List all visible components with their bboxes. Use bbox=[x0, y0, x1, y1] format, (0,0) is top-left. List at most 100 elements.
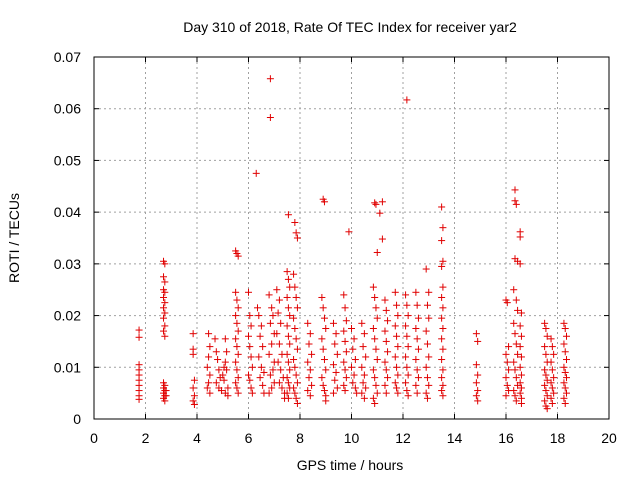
y-tick-label: 0.01 bbox=[54, 359, 81, 375]
data-point bbox=[255, 312, 263, 320]
data-point bbox=[286, 312, 294, 320]
data-point bbox=[206, 371, 214, 379]
data-point bbox=[291, 283, 299, 291]
data-point bbox=[257, 363, 265, 371]
data-point bbox=[322, 397, 330, 405]
data-point bbox=[502, 350, 510, 358]
y-axis-title: ROTI / TECUs bbox=[6, 193, 22, 283]
data-point bbox=[292, 335, 300, 343]
data-point bbox=[438, 387, 446, 395]
data-point bbox=[284, 304, 292, 312]
data-point bbox=[439, 381, 447, 389]
data-point bbox=[512, 296, 520, 304]
data-point bbox=[268, 304, 276, 312]
data-point bbox=[423, 340, 431, 348]
data-point bbox=[203, 384, 211, 392]
data-point bbox=[393, 363, 401, 371]
data-point bbox=[277, 366, 285, 374]
data-point bbox=[160, 273, 168, 281]
data-point bbox=[274, 309, 282, 317]
data-point bbox=[376, 209, 384, 217]
data-point bbox=[402, 379, 410, 387]
data-point bbox=[516, 363, 524, 371]
data-point bbox=[320, 356, 328, 364]
data-point bbox=[369, 325, 377, 332]
data-point bbox=[547, 379, 555, 387]
data-point bbox=[205, 379, 213, 387]
data-point bbox=[512, 200, 520, 208]
x-tick-label: 0 bbox=[90, 430, 98, 446]
data-point bbox=[351, 356, 359, 364]
data-point bbox=[290, 356, 298, 364]
data-point bbox=[391, 379, 399, 387]
data-point bbox=[341, 337, 349, 345]
data-point bbox=[502, 392, 510, 400]
data-point bbox=[563, 356, 571, 364]
data-point bbox=[360, 394, 368, 402]
data-point bbox=[291, 325, 299, 332]
plot-area-border bbox=[93, 56, 610, 420]
data-point bbox=[517, 332, 525, 340]
data-point bbox=[342, 374, 350, 382]
data-point bbox=[517, 353, 525, 361]
data-point bbox=[304, 319, 312, 327]
data-point bbox=[350, 335, 358, 343]
y-tick-label: 0.05 bbox=[54, 152, 81, 168]
data-point bbox=[550, 389, 558, 397]
data-point bbox=[510, 286, 518, 294]
data-point bbox=[438, 203, 446, 211]
data-point bbox=[438, 335, 446, 343]
data-point bbox=[232, 288, 240, 296]
data-point bbox=[412, 325, 420, 332]
data-point bbox=[345, 228, 353, 236]
data-point bbox=[322, 325, 330, 332]
data-point bbox=[245, 288, 252, 296]
data-point bbox=[275, 296, 283, 304]
data-point bbox=[160, 304, 168, 312]
data-point bbox=[510, 387, 518, 395]
data-point bbox=[550, 350, 558, 358]
data-point bbox=[348, 363, 355, 371]
y-tick-label: 0 bbox=[73, 411, 81, 427]
data-point bbox=[190, 401, 198, 409]
data-point bbox=[308, 381, 316, 389]
data-point bbox=[214, 356, 222, 364]
data-point bbox=[505, 366, 513, 374]
data-points bbox=[135, 75, 571, 413]
x-tick-label: 2 bbox=[142, 430, 150, 446]
data-point bbox=[438, 374, 446, 382]
data-point bbox=[320, 314, 328, 322]
data-point bbox=[274, 358, 282, 366]
data-point bbox=[542, 325, 550, 332]
data-point bbox=[233, 343, 241, 351]
data-point bbox=[360, 330, 368, 338]
data-point bbox=[560, 363, 568, 371]
data-point bbox=[439, 304, 447, 312]
data-point bbox=[541, 319, 549, 327]
data-point bbox=[517, 309, 525, 317]
data-point bbox=[318, 335, 326, 343]
data-point bbox=[260, 368, 268, 376]
data-point bbox=[306, 366, 314, 374]
data-point bbox=[514, 350, 522, 358]
data-point bbox=[278, 384, 286, 392]
data-point bbox=[212, 348, 220, 356]
data-point bbox=[248, 363, 256, 371]
data-point bbox=[516, 343, 524, 351]
data-point bbox=[438, 356, 446, 364]
data-point bbox=[360, 371, 368, 379]
data-point bbox=[305, 374, 313, 382]
data-point bbox=[439, 345, 447, 353]
data-point bbox=[234, 350, 242, 358]
y-tick-label: 0.02 bbox=[54, 308, 81, 324]
data-point bbox=[381, 296, 389, 304]
data-point bbox=[439, 257, 447, 265]
data-point bbox=[439, 366, 447, 374]
data-point bbox=[543, 392, 551, 400]
data-point bbox=[472, 361, 480, 369]
x-tick-label: 16 bbox=[498, 430, 514, 446]
data-point bbox=[259, 381, 267, 389]
data-point bbox=[403, 363, 411, 371]
data-point bbox=[135, 395, 143, 403]
data-point bbox=[517, 371, 525, 379]
